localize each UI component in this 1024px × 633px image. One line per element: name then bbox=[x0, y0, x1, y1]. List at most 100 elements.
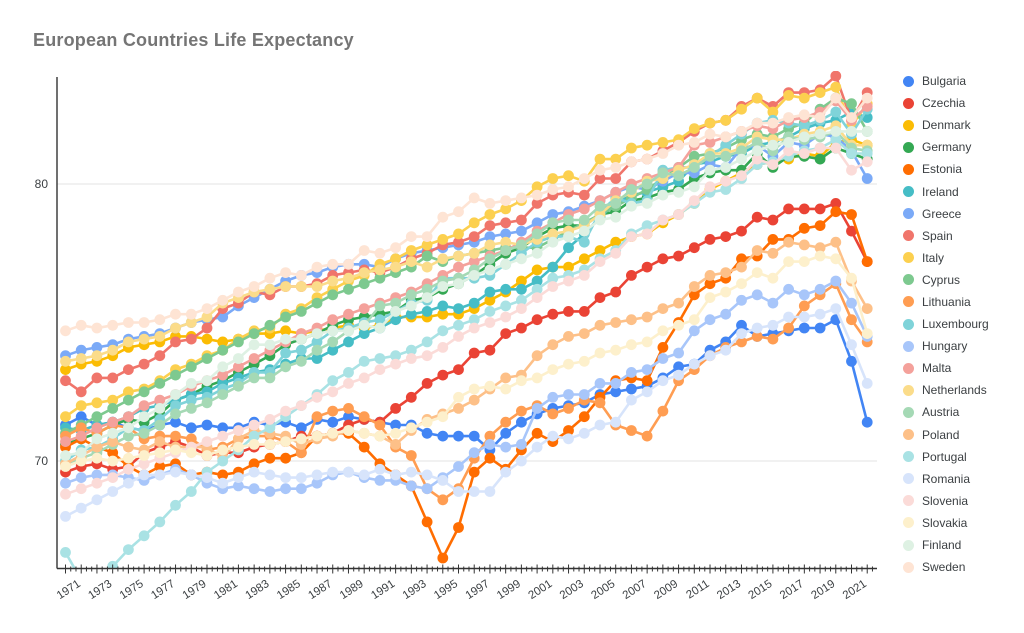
legend-label: Austria bbox=[922, 405, 960, 420]
x-tick-label: 1973 bbox=[86, 578, 114, 602]
series-line-slovenia[interactable] bbox=[60, 142, 873, 500]
legend-swatch-icon bbox=[903, 296, 914, 308]
legend-item-portugal[interactable]: Portugal bbox=[903, 446, 1021, 468]
legend-label: Malta bbox=[922, 361, 952, 376]
legend-item-sweden[interactable]: Sweden bbox=[903, 556, 1021, 578]
x-tick-label: 1977 bbox=[149, 578, 177, 602]
x-tick-label: 2017 bbox=[778, 578, 806, 602]
x-tick-label: 1985 bbox=[275, 578, 303, 602]
x-tick-label: 1975 bbox=[118, 578, 146, 602]
legend-item-italy[interactable]: Italy bbox=[903, 247, 1021, 269]
x-tick-label: 1987 bbox=[306, 578, 334, 602]
legend-label: Poland bbox=[922, 427, 960, 442]
legend-item-greece[interactable]: Greece bbox=[903, 203, 1021, 225]
legend-swatch-icon bbox=[903, 208, 914, 220]
legend-swatch-icon bbox=[903, 274, 914, 286]
legend-item-romania[interactable]: Romania bbox=[903, 468, 1021, 490]
legend-swatch-icon bbox=[903, 163, 914, 175]
x-tick-label: 2007 bbox=[621, 578, 649, 602]
legend-item-germany[interactable]: Germany bbox=[903, 136, 1021, 158]
legend-item-estonia[interactable]: Estonia bbox=[903, 158, 1021, 180]
series-line-hungary[interactable] bbox=[60, 275, 873, 497]
legend-item-lithuania[interactable]: Lithuania bbox=[903, 291, 1021, 313]
legend-item-spain[interactable]: Spain bbox=[903, 225, 1021, 247]
legend-item-hungary[interactable]: Hungary bbox=[903, 335, 1021, 357]
legend-label: Spain bbox=[922, 228, 953, 243]
legend-swatch-icon bbox=[903, 517, 914, 529]
legend-swatch-icon bbox=[903, 318, 914, 330]
series-line-sweden[interactable] bbox=[60, 92, 873, 337]
legend-item-netherlands[interactable]: Netherlands bbox=[903, 379, 1021, 401]
x-tick-label: 2019 bbox=[809, 578, 837, 602]
legend-item-malta[interactable]: Malta bbox=[903, 357, 1021, 379]
series-line-finland[interactable] bbox=[60, 125, 873, 461]
x-tick-label: 2003 bbox=[558, 578, 586, 602]
legend-swatch-icon bbox=[903, 406, 914, 418]
legend-item-austria[interactable]: Austria bbox=[903, 401, 1021, 423]
legend-label: Luxembourg bbox=[922, 317, 989, 332]
legend-item-luxembourg[interactable]: Luxembourg bbox=[903, 313, 1021, 335]
legend-item-cyprus[interactable]: Cyprus bbox=[903, 269, 1021, 291]
series-group bbox=[60, 71, 873, 569]
legend-label: Czechia bbox=[922, 96, 966, 111]
y-tick-label: 80 bbox=[35, 177, 49, 191]
legend-label: Hungary bbox=[922, 339, 968, 354]
legend-label: Greece bbox=[922, 206, 962, 221]
legend-swatch-icon bbox=[903, 340, 914, 352]
chart-legend: Bulgaria Czechia Denmark Germany Estonia Irel… bbox=[903, 70, 1021, 578]
x-tick-label: 1991 bbox=[369, 578, 397, 602]
legend-swatch-icon bbox=[903, 97, 914, 109]
chart-title: European Countries Life Expectancy bbox=[33, 30, 354, 50]
legend-item-slovenia[interactable]: Slovenia bbox=[903, 490, 1021, 512]
x-tick-label: 2021 bbox=[841, 578, 869, 602]
legend-label: Finland bbox=[922, 538, 962, 553]
legend-label: Denmark bbox=[922, 118, 971, 133]
series-line-poland[interactable] bbox=[60, 236, 873, 470]
legend-swatch-icon bbox=[903, 451, 914, 463]
legend-label: Italy bbox=[922, 250, 945, 265]
x-tick-label: 2009 bbox=[652, 578, 680, 602]
x-tick-label: 2013 bbox=[715, 578, 743, 602]
x-tick-label: 2001 bbox=[526, 578, 554, 602]
x-tick-label: 2005 bbox=[589, 578, 617, 602]
legend-swatch-icon bbox=[903, 429, 914, 441]
x-tick-label: 1989 bbox=[338, 578, 366, 602]
legend-label: Sweden bbox=[922, 560, 966, 575]
legend-label: Portugal bbox=[922, 449, 967, 464]
gridlines: 70 80 bbox=[35, 177, 877, 468]
series-line-spain[interactable] bbox=[60, 71, 873, 398]
x-tick-label: 2011 bbox=[684, 578, 711, 602]
legend-item-czechia[interactable]: Czechia bbox=[903, 92, 1021, 114]
legend-item-bulgaria[interactable]: Bulgaria bbox=[903, 70, 1021, 92]
x-tick-label: 1971 bbox=[55, 578, 83, 602]
legend-swatch-icon bbox=[903, 384, 914, 396]
x-tick-label: 1997 bbox=[464, 578, 492, 602]
legend-swatch-icon bbox=[903, 495, 914, 507]
legend-item-finland[interactable]: Finland bbox=[903, 534, 1021, 556]
axes bbox=[56, 77, 877, 574]
x-tick-label: 1983 bbox=[243, 578, 271, 602]
series-line-romania[interactable] bbox=[60, 303, 873, 522]
series-line-ireland[interactable] bbox=[60, 106, 873, 436]
legend-label: Ireland bbox=[922, 184, 959, 199]
legend-swatch-icon bbox=[903, 539, 914, 551]
series-line-slovakia[interactable] bbox=[60, 250, 873, 472]
legend-item-slovakia[interactable]: Slovakia bbox=[903, 512, 1021, 534]
legend-label: Bulgaria bbox=[922, 74, 967, 89]
legend-label: Romania bbox=[922, 471, 971, 486]
series-line-estonia[interactable] bbox=[60, 206, 873, 564]
x-tick-label: 1999 bbox=[495, 578, 523, 602]
legend-item-denmark[interactable]: Denmark bbox=[903, 114, 1021, 136]
legend-swatch-icon bbox=[903, 362, 914, 374]
x-tick-labels: 1971 1973 1975 1977 1979 1981 1983 1985 1987 1989… bbox=[55, 578, 869, 602]
legend-item-ireland[interactable]: Ireland bbox=[903, 180, 1021, 202]
legend-swatch-icon bbox=[903, 119, 914, 131]
legend-label: Lithuania bbox=[922, 294, 971, 309]
legend-swatch-icon bbox=[903, 561, 914, 573]
legend-item-poland[interactable]: Poland bbox=[903, 424, 1021, 446]
legend-swatch-icon bbox=[903, 473, 914, 485]
legend-label: Netherlands bbox=[922, 383, 987, 398]
legend-label: Germany bbox=[922, 140, 972, 155]
legend-swatch-icon bbox=[903, 75, 914, 87]
